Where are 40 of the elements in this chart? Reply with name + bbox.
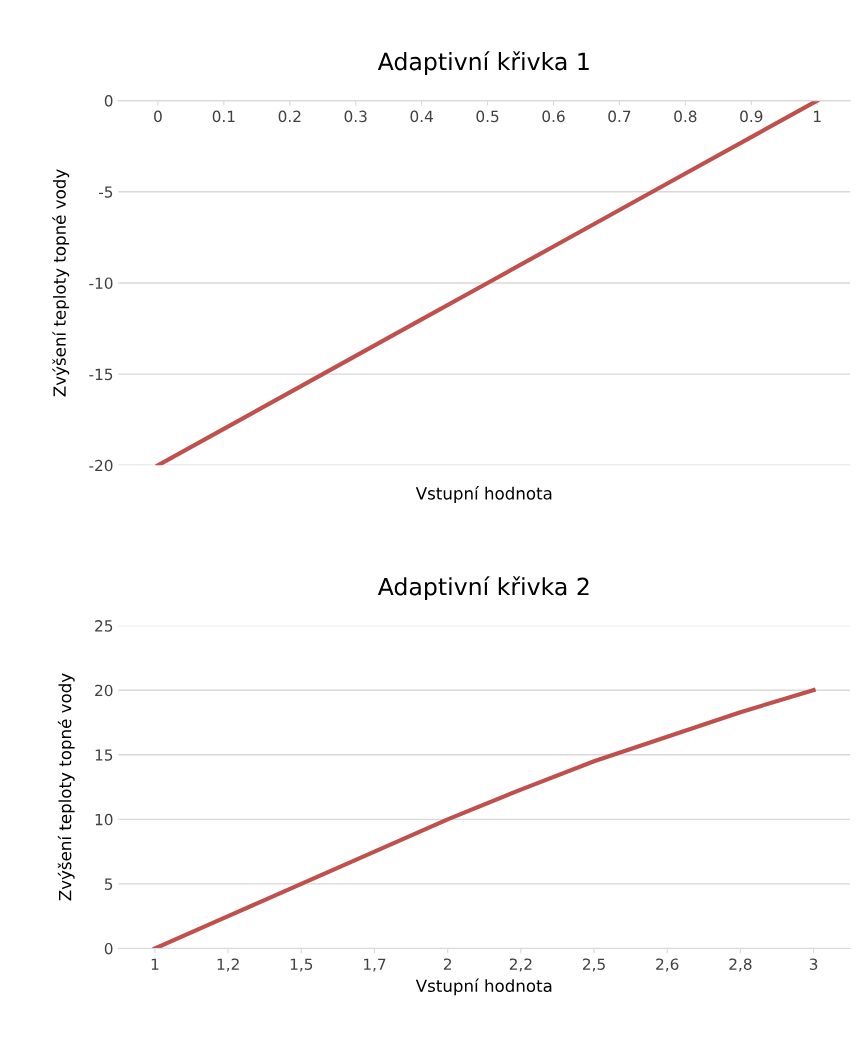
y-tick-label: -10 bbox=[89, 277, 113, 289]
y-tick-label: 0 bbox=[104, 942, 113, 955]
x-tick-label: 0.7 bbox=[608, 110, 631, 123]
x-tick-label: 0.9 bbox=[740, 110, 763, 123]
x-tick-label: 1 bbox=[814, 110, 821, 122]
y-tick-label: -20 bbox=[89, 459, 113, 472]
x-tick-label: 1,7 bbox=[364, 958, 386, 972]
y-tick-label: 20 bbox=[95, 684, 113, 697]
x-tick-label: 2,8 bbox=[729, 958, 752, 972]
x-tick-label: 3 bbox=[809, 958, 818, 970]
x-tick-label: 1 bbox=[151, 958, 159, 970]
x-tick-label: 0.8 bbox=[674, 110, 697, 123]
y-tick-label: 10 bbox=[95, 813, 113, 826]
x-tick-label: 0.3 bbox=[344, 110, 367, 123]
y-tick-label: 25 bbox=[95, 620, 113, 632]
x-tick-label: 1,2 bbox=[217, 958, 239, 972]
x-tick-label: 2 bbox=[443, 958, 452, 970]
x-axis-title: Vstupní hodnota bbox=[415, 486, 552, 503]
x-tick-label: 0.4 bbox=[410, 110, 433, 123]
y-tick-label: 15 bbox=[95, 749, 113, 761]
y-axis-title: Zvýšení teploty topné vody bbox=[52, 169, 70, 397]
line-series bbox=[152, 688, 816, 949]
x-tick-label: 0.6 bbox=[542, 110, 565, 123]
y-tick-label: 0 bbox=[104, 95, 113, 107]
x-tick-label: 0.1 bbox=[212, 110, 235, 123]
x-tick-label: 1,5 bbox=[290, 958, 313, 972]
x-tick-label: 2,2 bbox=[509, 958, 532, 972]
chart-title: Adaptivní křivka 1 bbox=[377, 51, 589, 75]
x-tick-label: 2,5 bbox=[583, 958, 605, 972]
x-tick-label: 0.2 bbox=[278, 110, 301, 123]
y-axis-title: Zvýšení teploty topné vody bbox=[57, 673, 75, 901]
x-tick-label: 0 bbox=[154, 110, 162, 123]
y-tick-label: -15 bbox=[89, 368, 113, 381]
chart-title: Adaptivní křivka 2 bbox=[377, 576, 589, 601]
y-tick-label: 5 bbox=[104, 878, 113, 890]
x-axis-title: Vstupní hodnota bbox=[415, 978, 552, 996]
y-tick-label: -5 bbox=[99, 186, 113, 198]
x-tick-label: 0.5 bbox=[476, 110, 499, 123]
line-series bbox=[155, 100, 820, 466]
x-tick-label: 2,6 bbox=[656, 958, 679, 972]
